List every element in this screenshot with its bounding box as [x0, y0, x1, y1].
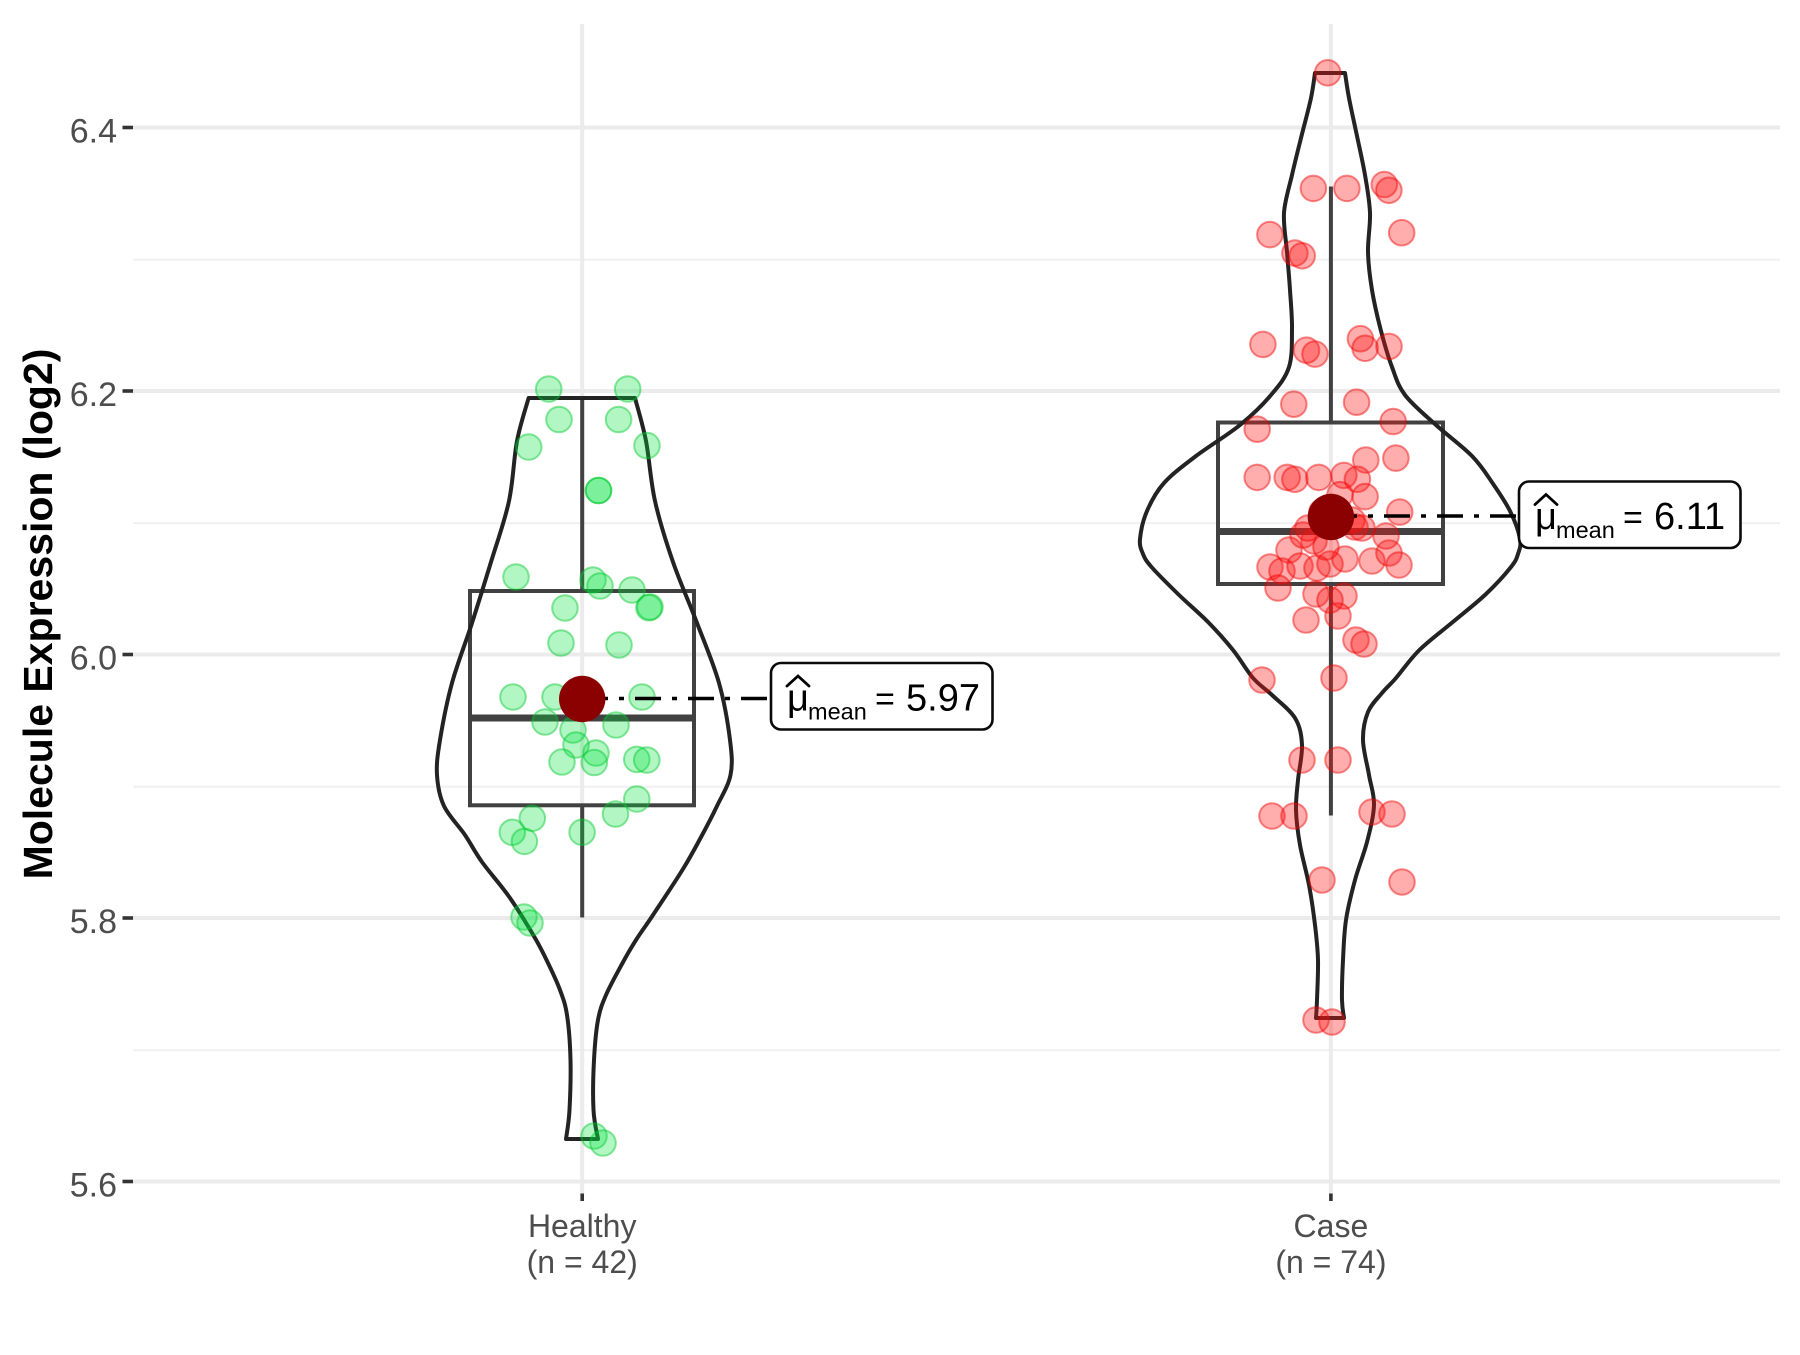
svg-text:Healthy: Healthy [528, 1208, 637, 1244]
svg-text:(n = 42): (n = 42) [527, 1244, 638, 1280]
svg-text:5.8: 5.8 [70, 903, 117, 941]
svg-text:6.2: 6.2 [70, 376, 117, 414]
svg-text:5.6: 5.6 [70, 1167, 117, 1205]
svg-text:mean: mean [1556, 517, 1615, 543]
svg-text:(n = 74): (n = 74) [1275, 1244, 1386, 1280]
svg-text:6.4: 6.4 [70, 113, 117, 151]
svg-text:μ: μ [1535, 496, 1557, 538]
svg-text:6.0: 6.0 [70, 640, 117, 678]
svg-text:=: = [1623, 499, 1643, 537]
svg-text:μ: μ [787, 678, 809, 720]
svg-text:6.11: 6.11 [1654, 496, 1725, 538]
svg-text:5.97: 5.97 [906, 678, 980, 720]
svg-text:=: = [875, 681, 895, 719]
svg-text:mean: mean [808, 699, 867, 725]
svg-text:Case: Case [1294, 1208, 1369, 1244]
svg-text:Molecule Expression (log2): Molecule Expression (log2) [15, 349, 61, 880]
